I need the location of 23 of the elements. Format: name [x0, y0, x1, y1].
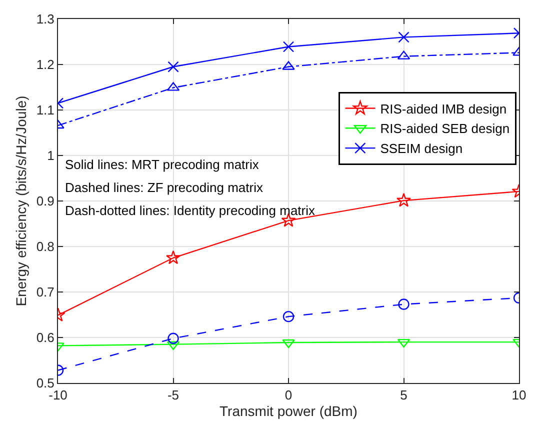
legend-label: RIS-aided SEB design: [380, 121, 510, 136]
y-axis-title: Energy efficiency (bits/s/Hz/Joule): [12, 96, 29, 306]
y-tick-label: 0.9: [36, 194, 54, 209]
annotation: Solid lines: MRT precoding matrix: [65, 157, 260, 172]
y-tick-label: 0.6: [36, 330, 54, 346]
legend-label: SSEIM design: [380, 141, 463, 156]
y-tick-label: 0.7: [36, 284, 54, 300]
annotation: Dash-dotted lines: Identity precoding matrix: [65, 203, 316, 218]
legend-label: RIS-aided IMB design: [380, 101, 507, 116]
y-tick-label: 1.3: [36, 12, 54, 27]
x-tick-label: 5: [400, 388, 408, 403]
y-tick-label: 1.1: [36, 102, 54, 118]
x-tick-label: 0: [284, 388, 292, 403]
annotation: Dashed lines: ZF precoding matrix: [65, 180, 264, 195]
point: [282, 310, 294, 322]
point: [282, 339, 295, 348]
y-tick-label: 0.8: [36, 239, 54, 254]
x-tick-label: 10: [512, 388, 526, 403]
x-tick-label: -5: [167, 388, 180, 403]
point: [282, 41, 294, 52]
y-tick-label: 1: [47, 148, 54, 164]
y-tick-label: 1.2: [36, 57, 54, 72]
x-axis-title: Transmit power (dBm): [220, 402, 358, 419]
